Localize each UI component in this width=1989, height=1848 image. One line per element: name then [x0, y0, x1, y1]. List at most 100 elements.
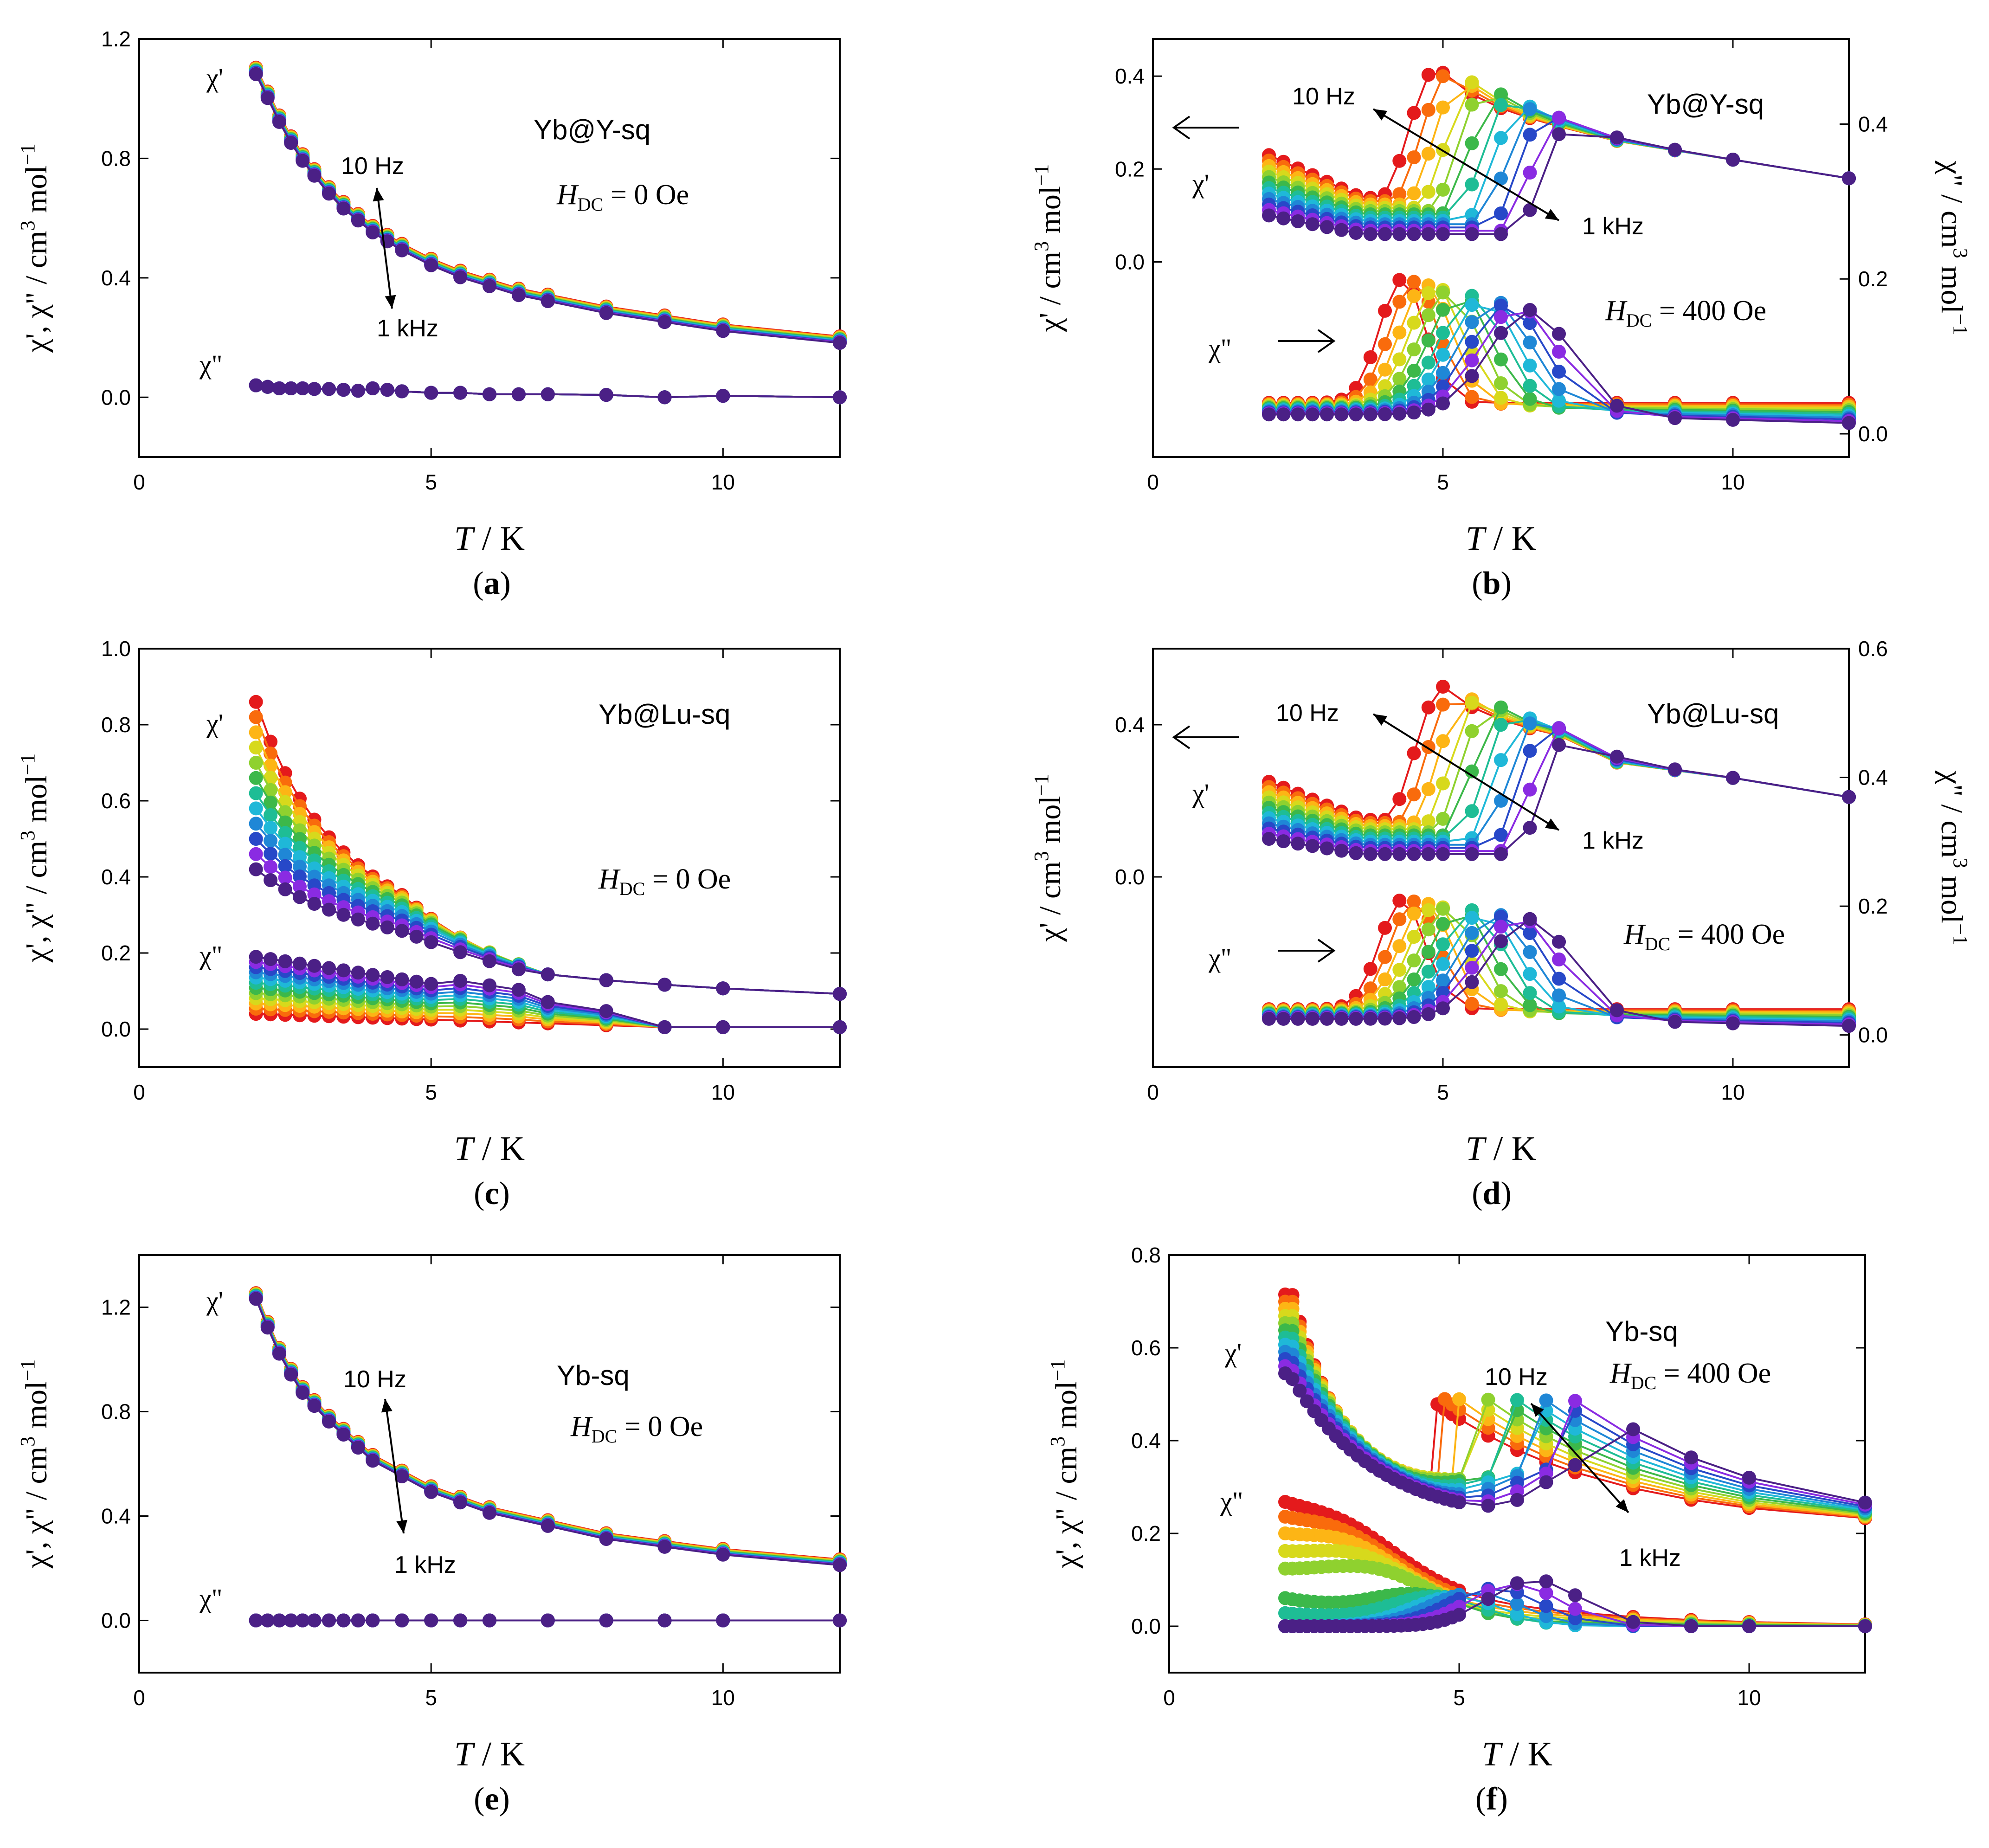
chi1-series-11-point — [336, 908, 351, 922]
y-right-tick-label: 0.2 — [1858, 894, 1888, 918]
chi2-series-11-point — [1407, 406, 1421, 420]
chi1-series-5-point — [1510, 1403, 1524, 1417]
y-axis-label: χ', χ" / cm3 mol−1 — [16, 143, 53, 353]
chi1-series-5-point — [1465, 136, 1479, 150]
chi1-series-11-point — [1465, 227, 1479, 241]
y-right-tick-label: 0.0 — [1858, 1023, 1888, 1047]
chi1-series-11-point — [307, 897, 322, 911]
series-11-1-point — [511, 387, 526, 401]
chi1-series-11-point — [1305, 839, 1320, 853]
chi1-series-10-point — [278, 870, 292, 885]
series-11-0-point — [716, 324, 730, 338]
chi2-series-3-point — [1407, 930, 1421, 944]
x-tick-label: 0 — [1163, 1686, 1175, 1710]
series-11-0-point — [483, 279, 496, 293]
series-11-0-point — [284, 136, 298, 150]
field-sub: DC — [592, 1426, 618, 1447]
chi2-series-4-point — [1436, 901, 1450, 916]
freq-arrow-head — [1373, 109, 1388, 121]
x-axis-label: T / K — [1482, 1735, 1552, 1773]
y-tick-label: 0.6 — [101, 789, 131, 813]
chi1-series-6-point — [1494, 98, 1508, 112]
chi1-series-8-point — [293, 859, 307, 874]
series-11-0-point — [322, 1414, 336, 1429]
chi1-series-11-point — [1684, 1450, 1698, 1465]
chi1-series-11-point — [1334, 844, 1349, 858]
chi1-series-11-point — [1300, 1394, 1314, 1409]
chi1-series-0-point — [1407, 106, 1421, 120]
chi2-series-3-point — [1407, 316, 1421, 330]
y-axis-label-sup2: −1 — [1030, 164, 1053, 186]
chi1-series-10-point — [1523, 782, 1537, 797]
chi2-series-7-point — [1465, 298, 1479, 312]
chi1-series-5-point — [249, 771, 263, 785]
chi1-series-11-point — [322, 902, 336, 917]
chi1-series-4-point — [1465, 97, 1479, 112]
panel-a: 0 5 10 0.0 0.4 0.8 1.2 T / K χ', χ" / cm3 mol−1 (… — [16, 27, 847, 601]
series-11-1-point — [272, 1613, 286, 1628]
y-axis-label-main: χ' / cm — [1033, 861, 1067, 942]
chi2-series-11-point — [541, 995, 555, 1009]
chi2-series-11-point — [264, 952, 278, 966]
chi1-series-11-point — [1436, 227, 1450, 241]
x-tick-label: 5 — [425, 1080, 437, 1104]
chi1-series-11-point — [1465, 847, 1479, 861]
freq-arrow-head — [1531, 1404, 1544, 1417]
chi2-series-1-point — [1363, 372, 1377, 386]
series-11-0-point — [307, 168, 322, 183]
series-11-1-point — [284, 381, 298, 395]
y-right-axis-label-tail: mol — [1935, 258, 1969, 314]
chi2-series-10-point — [1552, 345, 1566, 359]
chi2-series-5-point — [1523, 998, 1537, 1012]
chi1-series-11-point — [1421, 227, 1435, 241]
chi1-series-10-point — [264, 860, 278, 874]
series-11-1-point — [366, 381, 380, 395]
field-var: H — [1609, 1358, 1632, 1389]
chi1-series-8-point — [1523, 716, 1537, 731]
chi2-series-5-point — [1421, 945, 1435, 959]
chi2-series-11-point — [380, 970, 394, 984]
series-11-1-point — [541, 1613, 555, 1628]
chi2-series-9-point — [1552, 972, 1566, 986]
chi2-series-11-point — [293, 956, 307, 971]
chi2-series-11-point — [1452, 1608, 1466, 1622]
caption-letter: b — [1483, 566, 1501, 601]
freq-arrow — [376, 187, 393, 309]
chi1-series-0-point — [249, 695, 263, 709]
y-right-axis-label-sup2: −1 — [1949, 923, 1972, 945]
chi2-series-11-point — [1334, 407, 1349, 422]
series-11-1-point — [657, 390, 672, 405]
chi1-series-1-point — [1436, 69, 1450, 84]
y-axis-label-tail: mol — [19, 165, 53, 220]
chi1-series-1-point — [1407, 787, 1421, 802]
chi1-series-11-point — [1305, 217, 1320, 232]
series-11-1-point — [657, 1613, 672, 1628]
chi1-series-4-point — [1465, 724, 1479, 738]
chi1-series-2-point — [1436, 100, 1450, 115]
chi2-series-11-point — [1436, 1001, 1450, 1016]
chi2-series-11-point — [1465, 975, 1479, 989]
chi1-series-10-point — [1568, 1394, 1582, 1408]
y-axis-label-sup2: −1 — [16, 1359, 39, 1381]
series-11-1-point — [296, 1613, 310, 1628]
chi2-series-0-point — [1378, 921, 1392, 935]
y-tick-label: 0.0 — [101, 1609, 131, 1633]
x-tick-label: 5 — [1437, 1080, 1449, 1104]
chi1-series-11-point — [1552, 127, 1566, 142]
chi2-series-8-point — [1465, 926, 1479, 940]
caption-letter: e — [484, 1781, 499, 1817]
caption-open: ( — [1475, 1781, 1486, 1817]
series-11-0-point — [657, 1539, 672, 1554]
chi2-series-11-point — [833, 1020, 847, 1034]
chi1-series-11-point — [1494, 227, 1508, 241]
lo-freq-label: 1 kHz — [1582, 827, 1644, 854]
chi2-series-1-point — [1378, 337, 1392, 351]
y-tick-label: 0.8 — [101, 713, 131, 737]
x-axis-var: T — [454, 520, 476, 558]
chi2-series-9-point — [1523, 926, 1537, 940]
series-11-1-point — [249, 378, 263, 393]
chi2-series-10-point — [1465, 353, 1479, 367]
chi1-series-11-point — [1363, 227, 1377, 241]
chi1-series-11-point — [409, 929, 424, 944]
y-axis-label-sup: 3 — [16, 831, 39, 841]
